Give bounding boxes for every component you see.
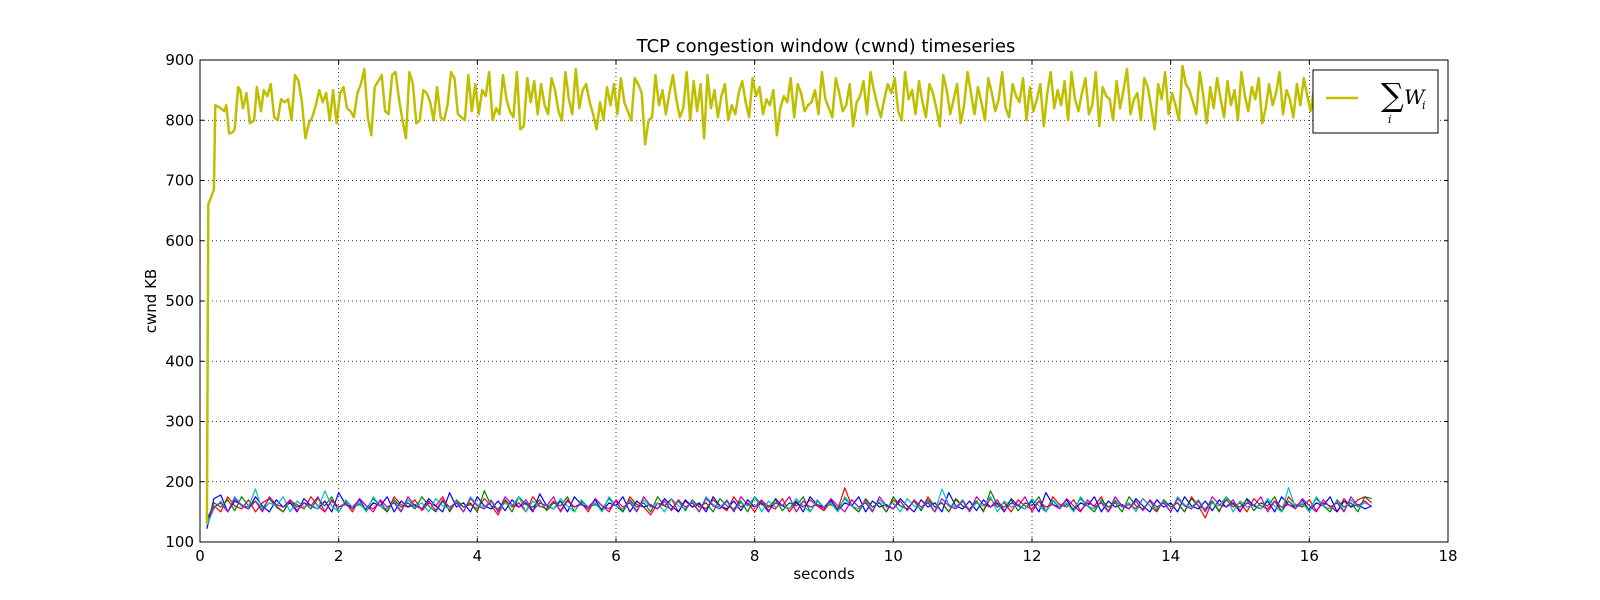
x-tick-label: 10	[884, 547, 903, 565]
chart-title: TCP congestion window (cwnd) timeseries	[636, 36, 1016, 57]
legend-box	[1312, 69, 1439, 134]
y-axis-title: cwnd KB	[142, 269, 160, 333]
legend-term: W	[1404, 85, 1426, 109]
y-tick-label: 300	[165, 413, 194, 431]
series-line-sum	[205, 64, 1337, 524]
x-tick-label: 14	[1161, 547, 1180, 565]
x-axis-title: seconds	[793, 565, 854, 583]
legend-sum-subscript: i	[1388, 113, 1392, 126]
legend: ∑ i W i	[1312, 69, 1439, 134]
x-tick-label: 8	[750, 547, 760, 565]
x-tick-label: 6	[611, 547, 621, 565]
x-tick-label: 16	[1300, 547, 1319, 565]
x-tick-label: 4	[473, 547, 483, 565]
x-tick-label: 2	[334, 547, 344, 565]
y-tick-label: 200	[165, 473, 194, 491]
y-tick-label: 900	[165, 51, 194, 69]
y-tick-label: 600	[165, 232, 194, 250]
legend-term-subscript: i	[1422, 99, 1426, 112]
y-tick-label: 100	[165, 533, 194, 551]
series-line-flow-magenta	[206, 496, 1373, 519]
y-tick-label: 700	[165, 172, 194, 190]
series-line-flow-green	[206, 490, 1372, 522]
plot-area	[205, 64, 1373, 529]
x-tick-label: 0	[195, 547, 205, 565]
y-tick-label: 800	[165, 111, 194, 129]
y-tick-label: 400	[165, 352, 194, 370]
y-tick-label: 500	[165, 292, 194, 310]
grid-lines	[200, 60, 1448, 542]
x-tick-label: 12	[1022, 547, 1041, 565]
x-tick-label: 18	[1438, 547, 1457, 565]
legend-sum-symbol: ∑	[1381, 76, 1404, 114]
axis-ticks: 0 2 4 6 8 10 12 14 16 18 100 200 300 400 500 600 700 800 9…	[165, 51, 1457, 565]
